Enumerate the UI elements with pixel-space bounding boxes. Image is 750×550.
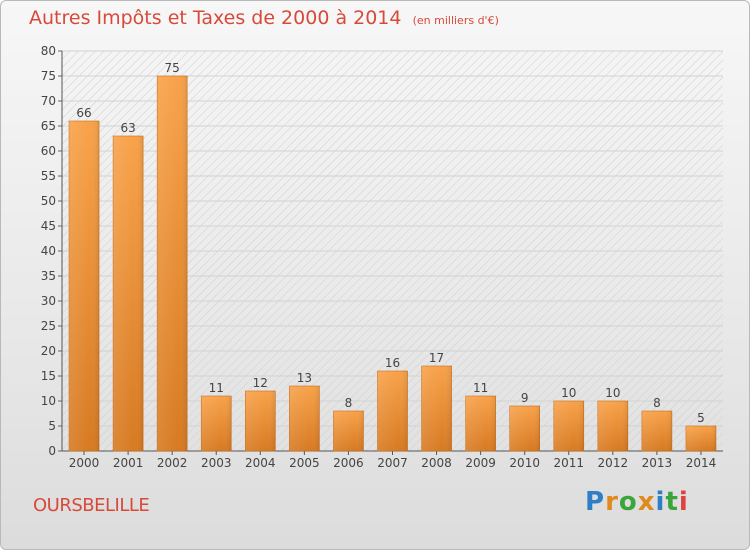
bar-shade: [685, 426, 716, 451]
chart-title: Autres Impôts et Taxes de 2000 à 2014 (e…: [29, 7, 499, 29]
x-tick-label: 2011: [553, 456, 584, 470]
data-label: 66: [76, 106, 91, 120]
y-tick-label: 70: [41, 94, 56, 108]
commune-name: OURSBELILLE: [33, 495, 150, 516]
y-tick-label: 45: [41, 219, 56, 233]
x-tick-label: 2005: [289, 456, 320, 470]
data-label: 13: [297, 371, 312, 385]
logo-letter: x: [637, 487, 656, 517]
x-tick-label: 2013: [642, 456, 673, 470]
logo-letter: r: [605, 487, 619, 517]
chart-title-unit: (en milliers d'€): [412, 14, 499, 27]
bar-shade: [597, 401, 628, 451]
data-label: 10: [561, 386, 576, 400]
x-tick-label: 2008: [421, 456, 452, 470]
x-tick-label: 2014: [686, 456, 717, 470]
y-tick-label: 60: [41, 144, 56, 158]
data-label: 17: [429, 351, 444, 365]
y-tick-label: 30: [41, 294, 56, 308]
proxiti-logo: Proxiti: [585, 487, 689, 517]
bar-shade: [641, 411, 672, 451]
bar-shade: [421, 366, 452, 451]
data-label: 10: [605, 386, 620, 400]
data-label: 16: [385, 356, 400, 370]
y-tick-label: 10: [41, 394, 56, 408]
y-tick-label: 35: [41, 269, 56, 283]
bar-shade: [289, 386, 320, 451]
bar-shade: [553, 401, 584, 451]
x-tick-label: 2001: [113, 456, 144, 470]
logo-letter: i: [678, 487, 689, 517]
x-tick-label: 2010: [509, 456, 540, 470]
bar-shade: [245, 391, 276, 451]
bar-shade: [509, 406, 540, 451]
bar-shade: [113, 136, 144, 451]
x-tick-label: 2007: [377, 456, 408, 470]
y-tick-label: 15: [41, 369, 56, 383]
x-tick-label: 2006: [333, 456, 364, 470]
logo-letter: P: [585, 487, 606, 517]
bar-shade: [157, 76, 188, 451]
logo-letter: o: [618, 487, 638, 517]
x-tick-label: 2004: [245, 456, 276, 470]
data-label: 8: [653, 396, 661, 410]
logo-letter: t: [665, 487, 679, 517]
data-label: 12: [253, 376, 268, 390]
chart-title-main: Autres Impôts et Taxes de 2000 à 2014: [29, 7, 402, 29]
bar-shade: [465, 396, 496, 451]
y-tick-label: 75: [41, 69, 56, 83]
data-label: 11: [473, 381, 488, 395]
bar-shade: [69, 121, 100, 451]
bar-shade: [201, 396, 232, 451]
data-label: 8: [345, 396, 353, 410]
x-tick-label: 2009: [465, 456, 496, 470]
x-tick-label: 2003: [201, 456, 232, 470]
y-tick-label: 50: [41, 194, 56, 208]
y-tick-label: 65: [41, 119, 56, 133]
x-tick-label: 2012: [598, 456, 629, 470]
logo-letter: i: [655, 487, 666, 517]
data-label: 5: [697, 411, 705, 425]
data-label: 63: [120, 121, 135, 135]
bars: [68, 75, 717, 452]
bar-shade: [377, 371, 408, 451]
data-labels: 66 63 75 11 12 13 8 16 17 11 9 10 10 8 5: [76, 61, 704, 425]
y-tick-label: 55: [41, 169, 56, 183]
x-tick-label: 2002: [157, 456, 188, 470]
y-tick-label: 25: [41, 319, 56, 333]
y-tick-label: 0: [48, 444, 56, 458]
data-label: 9: [521, 391, 529, 405]
x-tick-label: 2000: [69, 456, 100, 470]
axes: 0 5 10 15 20 25 30 35 40 45 50 55 60 65 70 75 80 2000 2001…: [41, 44, 723, 470]
data-label: 11: [209, 381, 224, 395]
y-tick-label: 80: [41, 44, 56, 58]
y-tick-label: 20: [41, 344, 56, 358]
y-tick-label: 40: [41, 244, 56, 258]
bar-shade: [333, 411, 364, 451]
data-label: 75: [165, 61, 180, 75]
y-tick-label: 5: [48, 419, 56, 433]
